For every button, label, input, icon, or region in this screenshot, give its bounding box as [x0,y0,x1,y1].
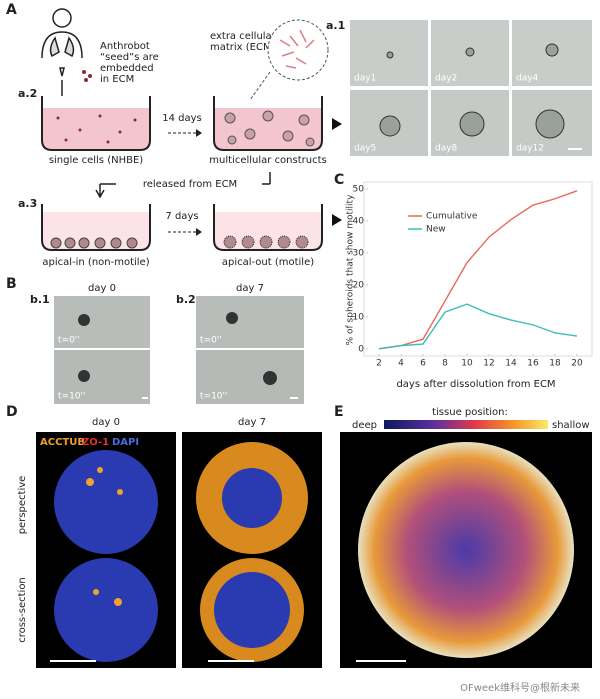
confocal-images [36,432,322,668]
y-tick-label: 30 [353,249,365,259]
sub-label: b.2 [176,293,196,306]
timelapse-grid [350,20,592,156]
dish [213,204,323,251]
timepoint: day8 [435,144,458,154]
step-label: 14 days [162,113,202,124]
timepoint: day2 [435,74,457,84]
sub-label: a.3 [18,197,37,210]
arrow-head [196,129,202,137]
zoom-line [249,71,271,101]
colorbar-title: tissue position: [432,407,508,418]
x-axis-label: days after dissolution from ECM [396,379,555,390]
note: Anthrobot [100,41,150,52]
x-tick-label: 10 [461,359,473,369]
stain: DAPI [112,437,139,448]
note: extra cellular [210,31,277,42]
seed-dot [82,70,86,74]
view-label: perspective [17,476,28,535]
x-tick-label: 16 [527,359,539,369]
time-label: t=0'' [200,336,222,346]
panel-label: E [334,404,344,420]
x-tick-label: 18 [549,359,561,369]
x-tick-label: 14 [505,359,517,369]
stain: ACCTUB [40,437,85,448]
y-tick-label: 40 [353,217,365,227]
y-tick-label: 20 [353,280,365,290]
line [378,190,578,350]
day-label: day 0 [88,283,116,294]
arrow-head [332,118,342,130]
note: embedded [100,63,154,74]
y-tick-label: 50 [353,185,365,195]
day-label: day 7 [238,417,266,428]
legend-label: Cumulative [426,212,478,222]
day-label: day 7 [236,283,264,294]
sub-label: a.1 [326,19,345,32]
arrow-head [196,228,202,236]
ecm-zoom [267,19,329,81]
dish-caption: single cells (NHBE) [49,155,143,166]
step-label: 7 days [165,211,198,222]
stain: ZO-1 [82,437,109,448]
timepoint: day1 [354,74,376,84]
time-label: t=10'' [58,392,85,402]
legend-label: New [426,225,446,235]
x-tick-label: 8 [442,359,448,369]
day-label: day 0 [92,417,120,428]
time-label: t=10'' [200,392,227,402]
note: matrix (ECM) [210,42,276,53]
plot-frame [363,181,593,357]
x-tick-label: 6 [420,359,426,369]
panel-label: C [334,172,344,188]
panel-label: B [6,276,17,292]
timepoint: day12 [516,144,544,154]
view-label: cross-section [17,577,28,643]
y-axis-label: % of spheroids that show motility [346,194,356,345]
panel-label: A [6,2,17,18]
arrow-head [332,214,342,226]
release-arrow [95,172,271,199]
seed-dot [88,74,92,78]
x-tick-label: 12 [483,359,494,369]
panel-label: D [6,404,18,420]
tissue-image [340,432,592,668]
y-tick-label: 10 [353,312,365,322]
note: “seed”s are [100,52,159,63]
colorbar-low: deep [352,420,377,431]
colorbar [384,420,548,429]
release-label: released from ECM [143,179,237,190]
line [378,303,578,350]
timepoint: day5 [354,144,376,154]
chart: 0 10 20 30 40 50 2 4 6 8 10 12 14 16 18 20 Cumulative New [353,185,583,369]
microscopy [54,296,304,404]
x-tick-label: 2 [376,359,382,369]
colorbar-high: shallow [552,420,590,431]
ecm-fibers [279,29,315,69]
dish-caption: multicellular constructs [209,155,326,166]
seed-dot [84,78,88,82]
time-label: t=0'' [58,336,80,346]
dish [213,96,323,151]
dish [41,96,151,151]
dish-caption: apical-in (non-motile) [42,257,149,268]
y-tick-label: 0 [358,344,364,354]
x-tick-label: 4 [398,359,404,369]
note: in ECM [100,74,134,85]
sub-label: a.2 [18,87,37,100]
dish [41,204,151,251]
person-icon [41,8,83,96]
sub-label: b.1 [30,293,50,306]
dish-caption: apical-out (motile) [222,257,314,268]
x-tick-label: 20 [571,359,583,369]
watermark: OFweek维科号@根新未来 [460,681,580,694]
timepoint: day4 [516,74,539,84]
